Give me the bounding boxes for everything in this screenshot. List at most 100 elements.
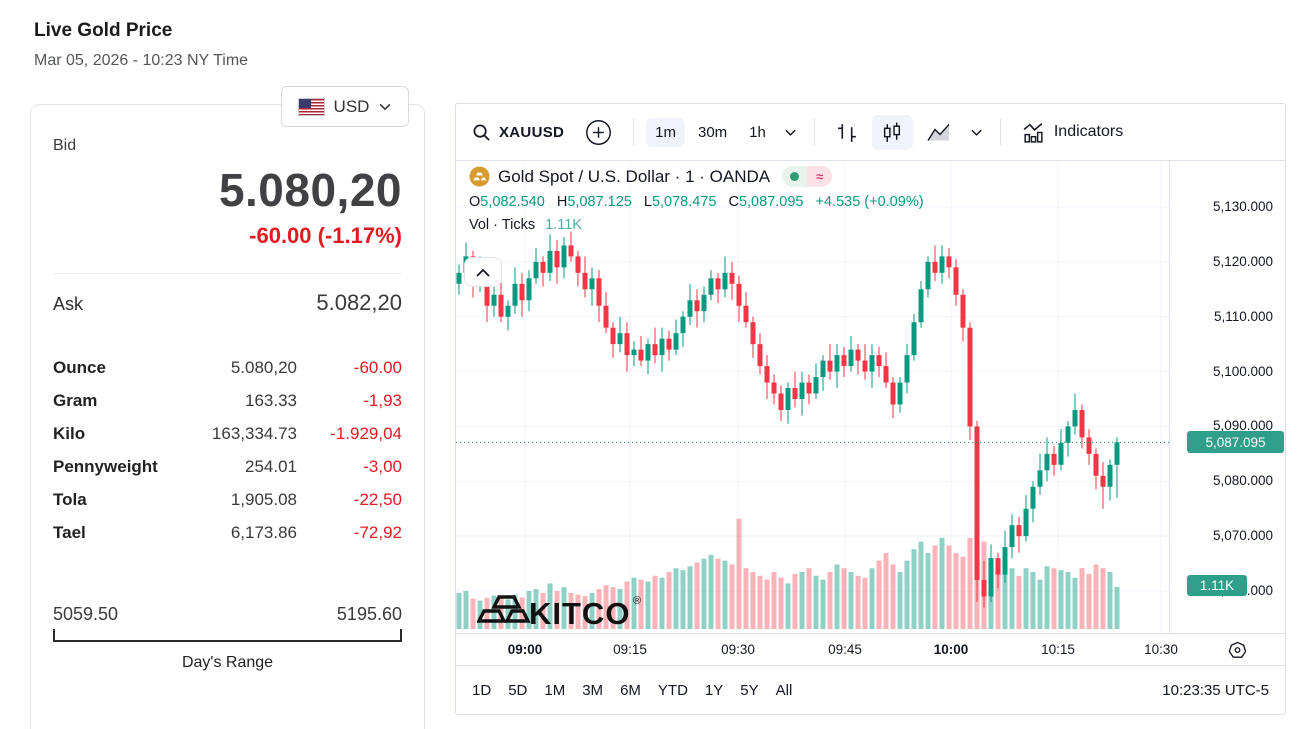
bars-style-button[interactable] <box>827 115 868 150</box>
plus-circle-icon <box>586 119 612 145</box>
chevron-down-icon <box>380 103 391 110</box>
bid-change: -60.00 (-1.17%) <box>249 223 402 248</box>
quote-card: Bid 5.080,20 -60.00 (-1.17%) Ask 5.082,2… <box>30 104 425 729</box>
table-row-ounce: Ounce 5.080,20 -60.00 <box>53 358 402 377</box>
volume-legend: Vol · Ticks 1.11K <box>469 217 582 233</box>
range-tab-ytd[interactable]: YTD <box>657 682 688 699</box>
time-axis-label: 09:45 <box>828 642 862 657</box>
range-tab-5y[interactable]: 5Y <box>740 682 759 699</box>
current-volume-badge: 1.11K <box>1187 575 1247 596</box>
current-price-badge: 5,087.095 <box>1187 431 1284 454</box>
range-high: 5195.60 <box>336 604 402 624</box>
legend-collapse-button[interactable] <box>464 257 502 287</box>
chart-footer: 1D 5D 1M 3M 6M YTD 1Y 5Y All 10:23:35 UT… <box>456 665 1285 715</box>
candlestick-chart[interactable] <box>456 161 1169 633</box>
toolbar-divider <box>813 119 815 145</box>
date-range-tabs: 1D 5D 1M 3M 6M YTD 1Y 5Y All <box>472 682 792 699</box>
range-tab-1m[interactable]: 1M <box>544 682 566 699</box>
range-tab-1d[interactable]: 1D <box>472 682 492 699</box>
svg-text:®: ® <box>633 595 641 607</box>
tradingview-chart-panel: XAUUSD 1m 30m 1h <box>455 103 1286 715</box>
price-axis-label: 5,130.000 <box>1212 199 1273 214</box>
time-axis[interactable]: 09:00 09:15 09:30 09:45 10:00 10:15 10:30 <box>456 633 1286 665</box>
time-axis-label: 09:00 <box>507 642 543 657</box>
svg-text:KITCO: KITCO <box>529 596 630 631</box>
range-label: Day's Range <box>181 654 274 671</box>
table-row-tael: Tael 6,173.86 -72,92 <box>53 523 402 542</box>
divider <box>53 273 402 274</box>
time-axis-label: 10:30 <box>1144 642 1178 657</box>
interval-30m-button[interactable]: 30m <box>697 123 728 141</box>
style-menu-button[interactable] <box>965 119 988 146</box>
kitco-logo: KITCO ® <box>476 595 641 631</box>
gold-coin-icon <box>469 166 490 187</box>
close-value: 5,087.095 <box>738 194 804 210</box>
toolbar-divider <box>633 119 635 145</box>
chevron-down-icon <box>785 129 796 136</box>
bid-label: Bid <box>53 137 77 154</box>
chart-legend: Gold Spot / U.S. Dollar · 1 · OANDA ≈ O5… <box>469 166 924 233</box>
delayed-data-icon: ≈ <box>807 166 833 187</box>
currency-selector[interactable]: USD <box>281 86 409 127</box>
chart-plot-area[interactable]: KITCO ® <box>456 161 1169 633</box>
range-tab-5d[interactable]: 5D <box>508 682 528 699</box>
chevron-down-icon <box>971 129 982 136</box>
range-tab-1y[interactable]: 1Y <box>704 682 724 699</box>
low-value: 5,078.475 <box>651 194 717 210</box>
high-value: 5,087.125 <box>567 194 632 210</box>
table-row-gram: Gram 163.33 -1,93 <box>53 391 402 410</box>
symbol-search[interactable]: XAUUSD <box>468 119 568 146</box>
chart-toolbar: XAUUSD 1m 30m 1h <box>456 104 1285 161</box>
chevron-up-icon <box>476 268 490 276</box>
change-value: +4.535 (+0.09%) <box>815 194 924 210</box>
unit-conversion-table: Ounce 5.080,20 -60.00 Gram 163.33 -1,93 … <box>53 358 402 556</box>
range-tab-6m[interactable]: 6M <box>620 682 641 699</box>
price-axis-label: 5,120.000 <box>1212 253 1273 269</box>
page-title: Live Gold Price <box>34 20 173 41</box>
price-axis[interactable]: 5,087.095 1.11K 5,130.000 5,120.000 5,110.… <box>1169 161 1286 633</box>
compare-add-button[interactable] <box>576 113 621 152</box>
us-flag-icon <box>297 97 325 116</box>
range-tab-all[interactable]: All <box>775 682 793 699</box>
price-axis-label: 5,110.000 <box>1213 308 1273 324</box>
time-axis-label: 09:30 <box>721 642 755 657</box>
area-chart-icon <box>927 123 950 141</box>
ask-label: Ask <box>53 294 84 314</box>
bid-price: 5.080,20 <box>218 164 402 216</box>
kitco-watermark: KITCO ® <box>476 591 657 642</box>
page-timestamp: Mar 05, 2026 - 10:23 NY Time <box>34 52 249 69</box>
market-open-dot-icon <box>790 172 800 181</box>
session-settings-icon[interactable] <box>1228 641 1247 665</box>
indicators-button[interactable]: Indicators <box>1013 115 1131 150</box>
clock-timezone[interactable]: 10:23:35 UTC-5 <box>1162 682 1269 699</box>
ask-price: 5.082,20 <box>316 290 402 315</box>
toolbar-divider <box>999 119 1001 145</box>
price-axis-label: 5,080.000 <box>1212 473 1273 489</box>
price-axis-label: 5,090.000 <box>1212 418 1273 434</box>
area-style-button[interactable] <box>917 115 961 150</box>
range-low: 5059.50 <box>53 604 119 624</box>
currency-label: USD <box>333 96 370 116</box>
volume-value: 1.11K <box>545 217 582 233</box>
indicators-label: Indicators <box>1053 123 1124 140</box>
interval-1h-button[interactable]: 1h <box>749 123 766 141</box>
open-value: 5,082.540 <box>480 194 545 210</box>
interval-1m-button[interactable]: 1m <box>646 117 685 147</box>
ohlc-values: O5,082.540 H5,087.125 L5,078.475 C5,087.… <box>469 194 924 210</box>
price-axis-label: 5,100.000 <box>1212 363 1273 379</box>
symbol-title[interactable]: Gold Spot / U.S. Dollar · 1 · OANDA <box>498 166 771 186</box>
time-axis-label: 09:15 <box>613 642 647 657</box>
interval-menu-button[interactable] <box>779 119 802 146</box>
table-row-kilo: Kilo 163,334.73 -1.929,04 <box>53 424 402 443</box>
price-axis-label: 5,070.000 <box>1212 528 1273 544</box>
time-axis-label: 10:00 <box>933 642 969 657</box>
symbol-input[interactable]: XAUUSD <box>499 123 565 141</box>
table-row-tola: Tola 1,905.08 -22,50 <box>53 490 402 509</box>
candles-style-button[interactable] <box>871 114 913 150</box>
range-tab-3m[interactable]: 3M <box>582 682 604 699</box>
table-row-pennyweight: Pennyweight 254.01 -3,00 <box>53 457 402 476</box>
market-status-pill[interactable]: ≈ <box>782 166 833 187</box>
candles-chart-icon <box>883 122 900 142</box>
search-icon <box>473 124 490 140</box>
